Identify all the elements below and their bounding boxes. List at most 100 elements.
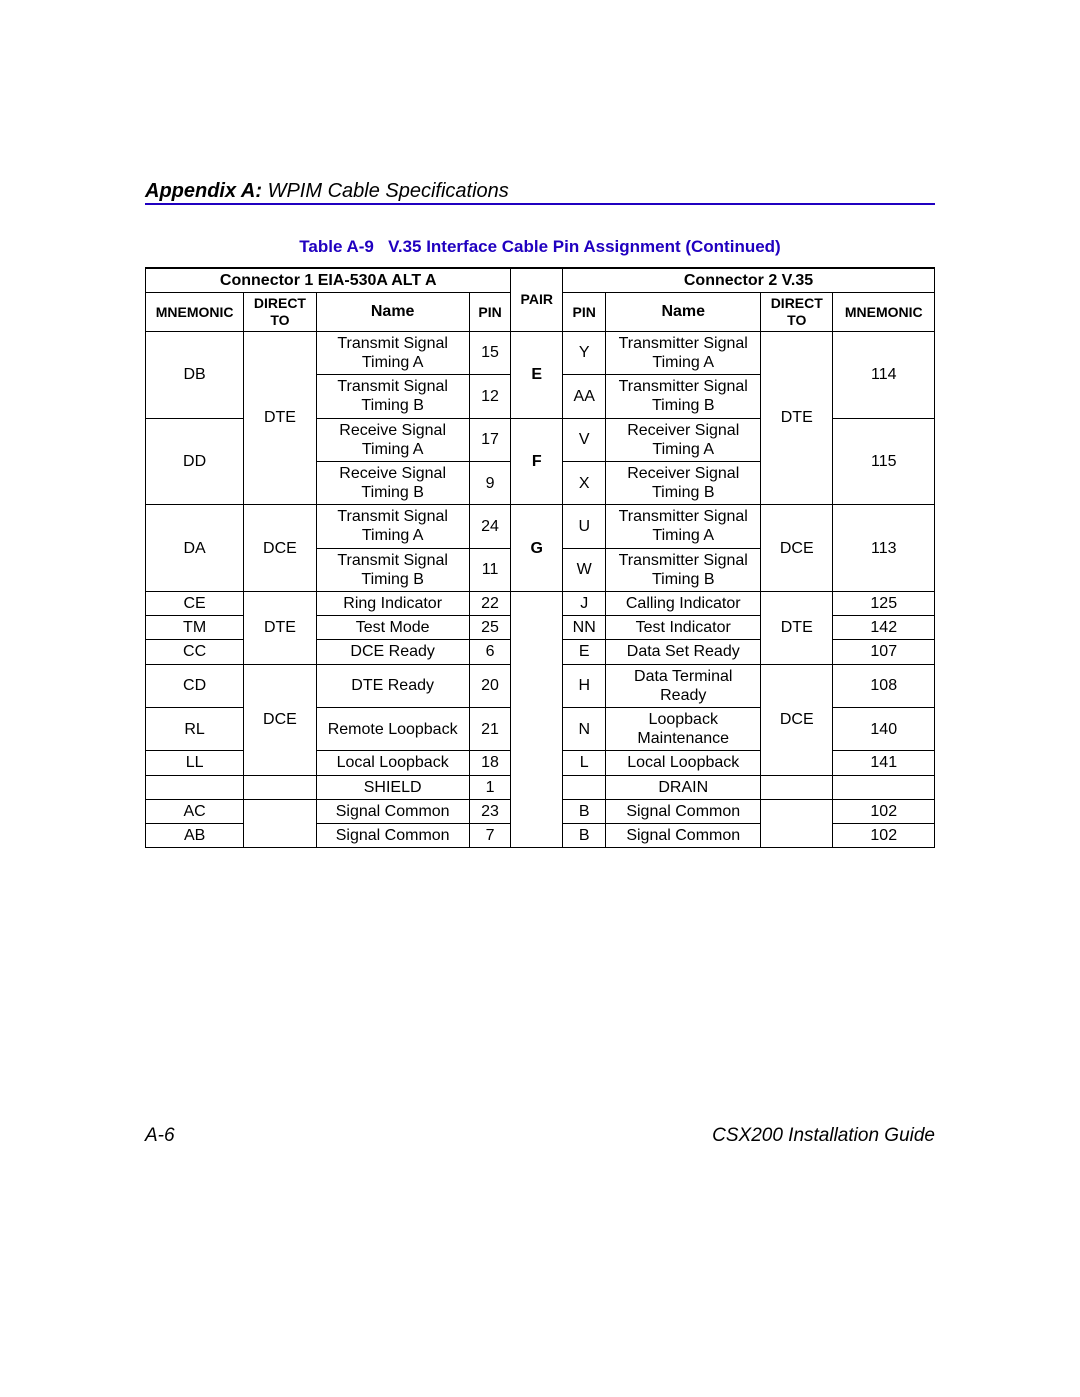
- cell-name2: Signal Common: [606, 799, 761, 823]
- cell-pair: F: [511, 418, 563, 505]
- cell-pin1: 9: [469, 461, 511, 504]
- cell-pin2: W: [563, 548, 606, 591]
- cell-mnem1: DD: [146, 418, 244, 505]
- cell-mnem1: CD: [146, 664, 244, 707]
- cell-pin2: V: [563, 418, 606, 461]
- cell-mnem2: 140: [833, 707, 935, 750]
- cell-pin2: N: [563, 707, 606, 750]
- cell-mnem1: LL: [146, 751, 244, 775]
- cell-name2: Transmitter Signal Timing A: [606, 505, 761, 548]
- col-pair: PAIR: [511, 268, 563, 331]
- cell-pin2: H: [563, 664, 606, 707]
- cell-pin1: 18: [469, 751, 511, 775]
- col-mnemonic-1: MNEMONIC: [146, 293, 244, 332]
- page-footer: A-6 CSX200 Installation Guide: [145, 1125, 935, 1147]
- cell-name1: Signal Common: [316, 823, 469, 847]
- cell-name2: Receiver Signal Timing B: [606, 461, 761, 504]
- cell-name2: Transmitter Signal Timing B: [606, 548, 761, 591]
- cell-pin1: 7: [469, 823, 511, 847]
- cell-name2: Signal Common: [606, 823, 761, 847]
- table-row: DB DTE Transmit Signal Timing A 15 E Y T…: [146, 331, 935, 374]
- cell-dir2: DTE: [761, 331, 833, 505]
- cell-name2: Data Terminal Ready: [606, 664, 761, 707]
- cell-name2: Test Indicator: [606, 616, 761, 640]
- cell-name1: DTE Ready: [316, 664, 469, 707]
- col-direct-to-1: DIRECTTO: [244, 293, 316, 332]
- cell-name2: Transmitter Signal Timing A: [606, 331, 761, 374]
- cell-pin2: AA: [563, 375, 606, 418]
- cell-pin1: 22: [469, 592, 511, 616]
- col-direct-to-2: DIRECTTO: [761, 293, 833, 332]
- cell-name1: Receive Signal Timing B: [316, 461, 469, 504]
- cell-name1: Signal Common: [316, 799, 469, 823]
- cell-pin2: B: [563, 823, 606, 847]
- cell-mnem2: 113: [833, 505, 935, 592]
- cell-pin2: [563, 775, 606, 799]
- cell-mnem1: DB: [146, 331, 244, 418]
- pin-assignment-table: Connector 1 EIA-530A ALT A PAIR Connecto…: [145, 267, 935, 848]
- cell-dir1-empty: [244, 799, 316, 847]
- cell-mnem2: [833, 775, 935, 799]
- cell-name2: Local Loopback: [606, 751, 761, 775]
- cell-pin1: 21: [469, 707, 511, 750]
- cell-dir1: DTE: [244, 592, 316, 665]
- cell-name1: Transmit Signal Timing B: [316, 548, 469, 591]
- header-underline: [145, 203, 935, 205]
- cell-mnem1: DA: [146, 505, 244, 592]
- connector1-header: Connector 1 EIA-530A ALT A: [146, 268, 511, 293]
- cell-pair-empty: [511, 592, 563, 848]
- page-number: A-6: [145, 1125, 175, 1147]
- cell-name2: Transmitter Signal Timing B: [606, 375, 761, 418]
- cell-name1: Local Loopback: [316, 751, 469, 775]
- cell-name1: Ring Indicator: [316, 592, 469, 616]
- table-caption-text: V.35 Interface Cable Pin Assignment (Con…: [388, 237, 781, 256]
- table-caption-label: Table A-9: [299, 237, 374, 256]
- cell-mnem1: CC: [146, 640, 244, 664]
- cell-mnem2: 115: [833, 418, 935, 505]
- cell-pin2: X: [563, 461, 606, 504]
- appendix-title-text: WPIM Cable Specifications: [262, 180, 509, 202]
- cell-pin2: L: [563, 751, 606, 775]
- cell-dir1: [244, 775, 316, 799]
- cell-mnem2: 141: [833, 751, 935, 775]
- cell-mnem1: CE: [146, 592, 244, 616]
- connector2-header: Connector 2 V.35: [563, 268, 935, 293]
- cell-dir1: DCE: [244, 505, 316, 592]
- cell-pin1: 11: [469, 548, 511, 591]
- cell-pin2: J: [563, 592, 606, 616]
- cell-mnem2: 125: [833, 592, 935, 616]
- cell-name1: Transmit Signal Timing A: [316, 505, 469, 548]
- cell-dir1: DCE: [244, 664, 316, 775]
- cell-name2: DRAIN: [606, 775, 761, 799]
- cell-pair: E: [511, 331, 563, 418]
- cell-mnem2: 102: [833, 799, 935, 823]
- cell-mnem1: AB: [146, 823, 244, 847]
- cell-pin1: 15: [469, 331, 511, 374]
- cell-name1: Transmit Signal Timing B: [316, 375, 469, 418]
- cell-dir2: [761, 775, 833, 799]
- table-caption: Table A-9 V.35 Interface Cable Pin Assig…: [145, 237, 935, 257]
- table-row: DA DCE Transmit Signal Timing A 24 G U T…: [146, 505, 935, 548]
- cell-name1: Receive Signal Timing A: [316, 418, 469, 461]
- cell-name2: Receiver Signal Timing A: [606, 418, 761, 461]
- doc-title: CSX200 Installation Guide: [712, 1125, 935, 1147]
- cell-pin2: E: [563, 640, 606, 664]
- cell-mnem2: 108: [833, 664, 935, 707]
- cell-pin1: 12: [469, 375, 511, 418]
- cell-dir2-empty: [761, 799, 833, 847]
- cell-mnem2: 142: [833, 616, 935, 640]
- col-name-1: Name: [316, 293, 469, 332]
- cell-pin1: 17: [469, 418, 511, 461]
- cell-dir2: DCE: [761, 505, 833, 592]
- cell-name1: Remote Loopback: [316, 707, 469, 750]
- cell-pin1: 6: [469, 640, 511, 664]
- cell-name1: DCE Ready: [316, 640, 469, 664]
- cell-mnem2: 114: [833, 331, 935, 418]
- cell-mnem2: 102: [833, 823, 935, 847]
- cell-name1: Transmit Signal Timing A: [316, 331, 469, 374]
- cell-pin2: NN: [563, 616, 606, 640]
- cell-mnem1: [146, 775, 244, 799]
- cell-name1: Test Mode: [316, 616, 469, 640]
- cell-mnem1: AC: [146, 799, 244, 823]
- appendix-header: Appendix A: WPIM Cable Specifications: [145, 180, 935, 203]
